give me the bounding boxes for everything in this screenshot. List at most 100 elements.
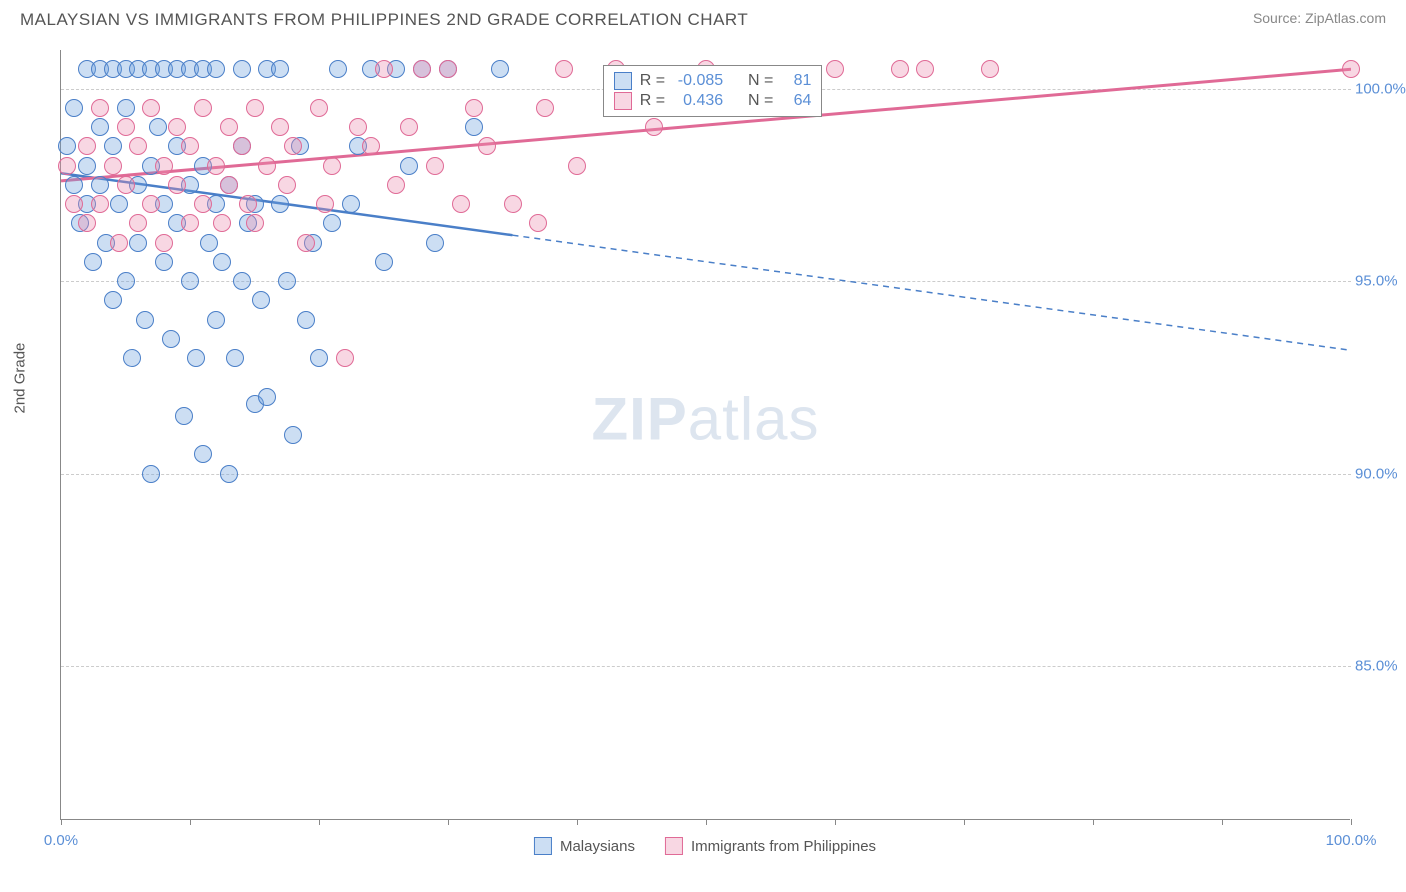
- data-point: [645, 118, 663, 136]
- data-point: [104, 157, 122, 175]
- x-tick-label: 0.0%: [44, 832, 78, 849]
- x-tick: [61, 819, 62, 825]
- data-point: [342, 195, 360, 213]
- data-point: [155, 253, 173, 271]
- data-point: [336, 349, 354, 367]
- r-label: R =: [640, 72, 665, 90]
- data-point: [258, 388, 276, 406]
- data-point: [123, 349, 141, 367]
- data-point: [491, 60, 509, 78]
- data-point: [387, 176, 405, 194]
- data-point: [142, 99, 160, 117]
- data-point: [117, 99, 135, 117]
- data-point: [91, 195, 109, 213]
- data-point: [168, 176, 186, 194]
- data-point: [78, 157, 96, 175]
- data-point: [117, 272, 135, 290]
- data-point: [375, 253, 393, 271]
- x-tick: [964, 819, 965, 825]
- data-point: [91, 176, 109, 194]
- stats-box: R =-0.085 N =81R =0.436 N =64: [603, 65, 823, 117]
- data-point: [239, 195, 257, 213]
- n-label: N =: [748, 92, 773, 110]
- series-swatch: [614, 72, 632, 90]
- data-point: [329, 60, 347, 78]
- data-point: [220, 465, 238, 483]
- data-point: [271, 60, 289, 78]
- data-point: [316, 195, 334, 213]
- data-point: [220, 118, 238, 136]
- x-tick-label: 100.0%: [1326, 832, 1377, 849]
- data-point: [271, 195, 289, 213]
- data-point: [58, 137, 76, 155]
- data-point: [297, 234, 315, 252]
- chart-title: MALAYSIAN VS IMMIGRANTS FROM PHILIPPINES…: [20, 10, 748, 30]
- data-point: [78, 214, 96, 232]
- data-point: [278, 272, 296, 290]
- x-tick: [190, 819, 191, 825]
- data-point: [181, 214, 199, 232]
- data-point: [246, 214, 264, 232]
- data-point: [310, 99, 328, 117]
- gridline-h: [61, 474, 1351, 475]
- data-point: [207, 60, 225, 78]
- data-point: [310, 349, 328, 367]
- plot-area: ZIPatlas 85.0%90.0%95.0%100.0%0.0%100.0%…: [60, 50, 1350, 820]
- data-point: [826, 60, 844, 78]
- data-point: [78, 137, 96, 155]
- data-point: [452, 195, 470, 213]
- data-point: [220, 176, 238, 194]
- r-value: 0.436: [673, 92, 723, 110]
- data-point: [104, 291, 122, 309]
- legend-label: Malaysians: [560, 838, 635, 855]
- y-axis-label: 2nd Grade: [12, 343, 29, 414]
- data-point: [181, 272, 199, 290]
- data-point: [981, 60, 999, 78]
- data-point: [110, 195, 128, 213]
- data-point: [129, 234, 147, 252]
- y-tick-label: 85.0%: [1355, 658, 1406, 675]
- stats-row: R =0.436 N =64: [614, 92, 812, 110]
- data-point: [349, 118, 367, 136]
- data-point: [536, 99, 554, 117]
- data-point: [207, 157, 225, 175]
- data-point: [400, 118, 418, 136]
- data-point: [1342, 60, 1360, 78]
- x-tick: [1093, 819, 1094, 825]
- y-tick-label: 95.0%: [1355, 273, 1406, 290]
- data-point: [175, 407, 193, 425]
- legend-label: Immigrants from Philippines: [691, 838, 876, 855]
- data-point: [117, 176, 135, 194]
- data-point: [465, 99, 483, 117]
- data-point: [278, 176, 296, 194]
- data-point: [110, 234, 128, 252]
- data-point: [91, 99, 109, 117]
- data-point: [426, 234, 444, 252]
- data-point: [194, 445, 212, 463]
- watermark: ZIPatlas: [591, 385, 819, 454]
- data-point: [194, 99, 212, 117]
- legend-swatch: [665, 837, 683, 855]
- data-point: [233, 272, 251, 290]
- data-point: [891, 60, 909, 78]
- data-point: [194, 195, 212, 213]
- data-point: [65, 176, 83, 194]
- data-point: [478, 137, 496, 155]
- data-point: [465, 118, 483, 136]
- data-point: [252, 291, 270, 309]
- x-tick: [577, 819, 578, 825]
- data-point: [162, 330, 180, 348]
- data-point: [207, 311, 225, 329]
- data-point: [149, 118, 167, 136]
- x-tick: [1351, 819, 1352, 825]
- data-point: [117, 118, 135, 136]
- x-tick: [1222, 819, 1223, 825]
- data-point: [58, 157, 76, 175]
- data-point: [155, 234, 173, 252]
- data-point: [233, 60, 251, 78]
- data-point: [136, 311, 154, 329]
- data-point: [323, 157, 341, 175]
- data-point: [155, 157, 173, 175]
- data-point: [246, 99, 264, 117]
- x-tick: [319, 819, 320, 825]
